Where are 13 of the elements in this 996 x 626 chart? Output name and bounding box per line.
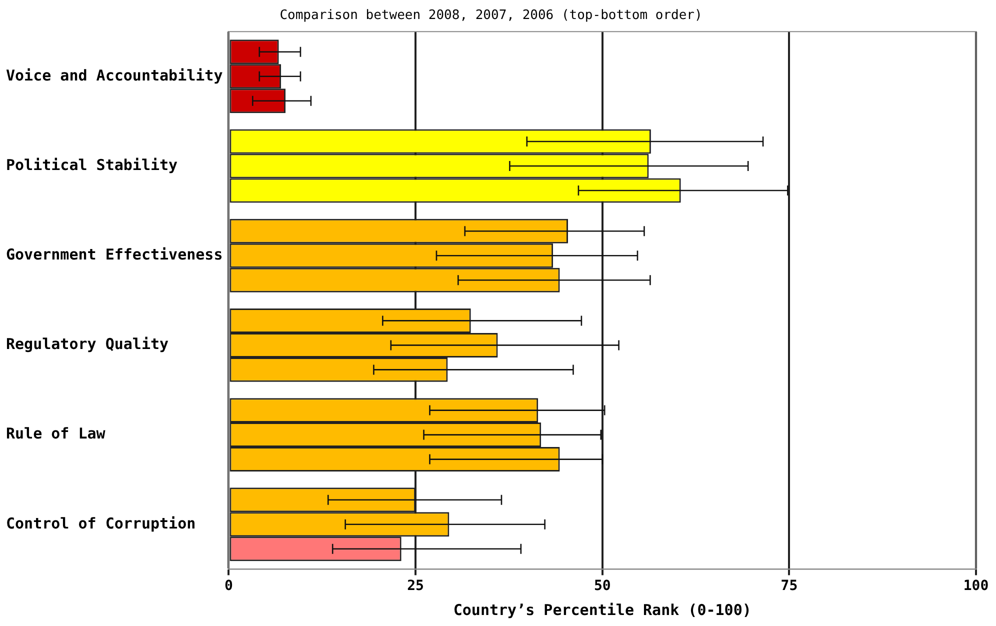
- x-tick-label: 75: [780, 578, 798, 594]
- x-tick-label: 50: [594, 578, 611, 594]
- x-tick-label: 0: [224, 578, 233, 594]
- y-tick-label: Government Effectiveness: [6, 245, 223, 264]
- x-tick-label: 25: [407, 578, 424, 594]
- y-tick-label: Voice and Accountability: [6, 66, 223, 84]
- y-tick-label: Rule of Law: [6, 424, 106, 443]
- chart-title: Comparison between 2008, 2007, 2006 (top-bottom order): [280, 8, 702, 24]
- x-tick-label: 100: [963, 578, 989, 594]
- y-tick-label: Control of Corruption: [6, 514, 196, 532]
- y-tick-label: Regulatory Quality: [6, 335, 169, 354]
- y-tick-label: Political Stability: [6, 156, 178, 174]
- x-axis-title: Country’s Percentile Rank (0-100): [453, 600, 752, 619]
